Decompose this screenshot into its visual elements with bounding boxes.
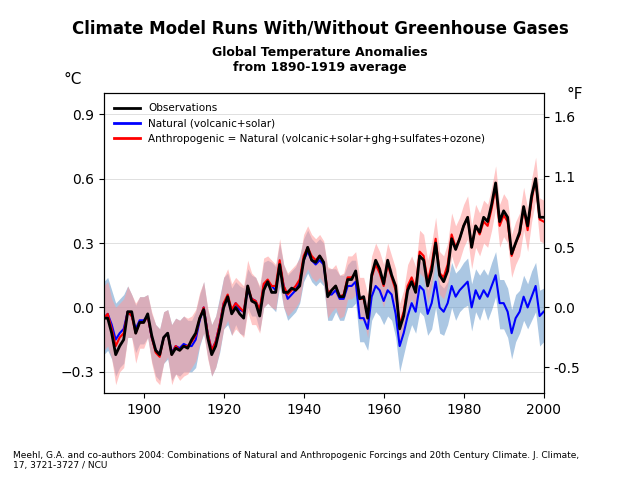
- Text: Global Temperature Anomalies
from 1890-1919 average: Global Temperature Anomalies from 1890-1…: [212, 46, 428, 73]
- Y-axis label: °C: °C: [64, 72, 82, 87]
- Y-axis label: °F: °F: [566, 87, 582, 102]
- Legend: Observations, Natural (volcanic+solar), Anthropogenic = Natural (volcanic+solar+: Observations, Natural (volcanic+solar), …: [109, 98, 491, 149]
- Text: Meehl, G.A. and co-authors 2004: Combinations of Natural and Anthropogenic Forci: Meehl, G.A. and co-authors 2004: Combina…: [13, 451, 579, 470]
- Text: Climate Model Runs With/Without Greenhouse Gases: Climate Model Runs With/Without Greenhou…: [72, 19, 568, 37]
